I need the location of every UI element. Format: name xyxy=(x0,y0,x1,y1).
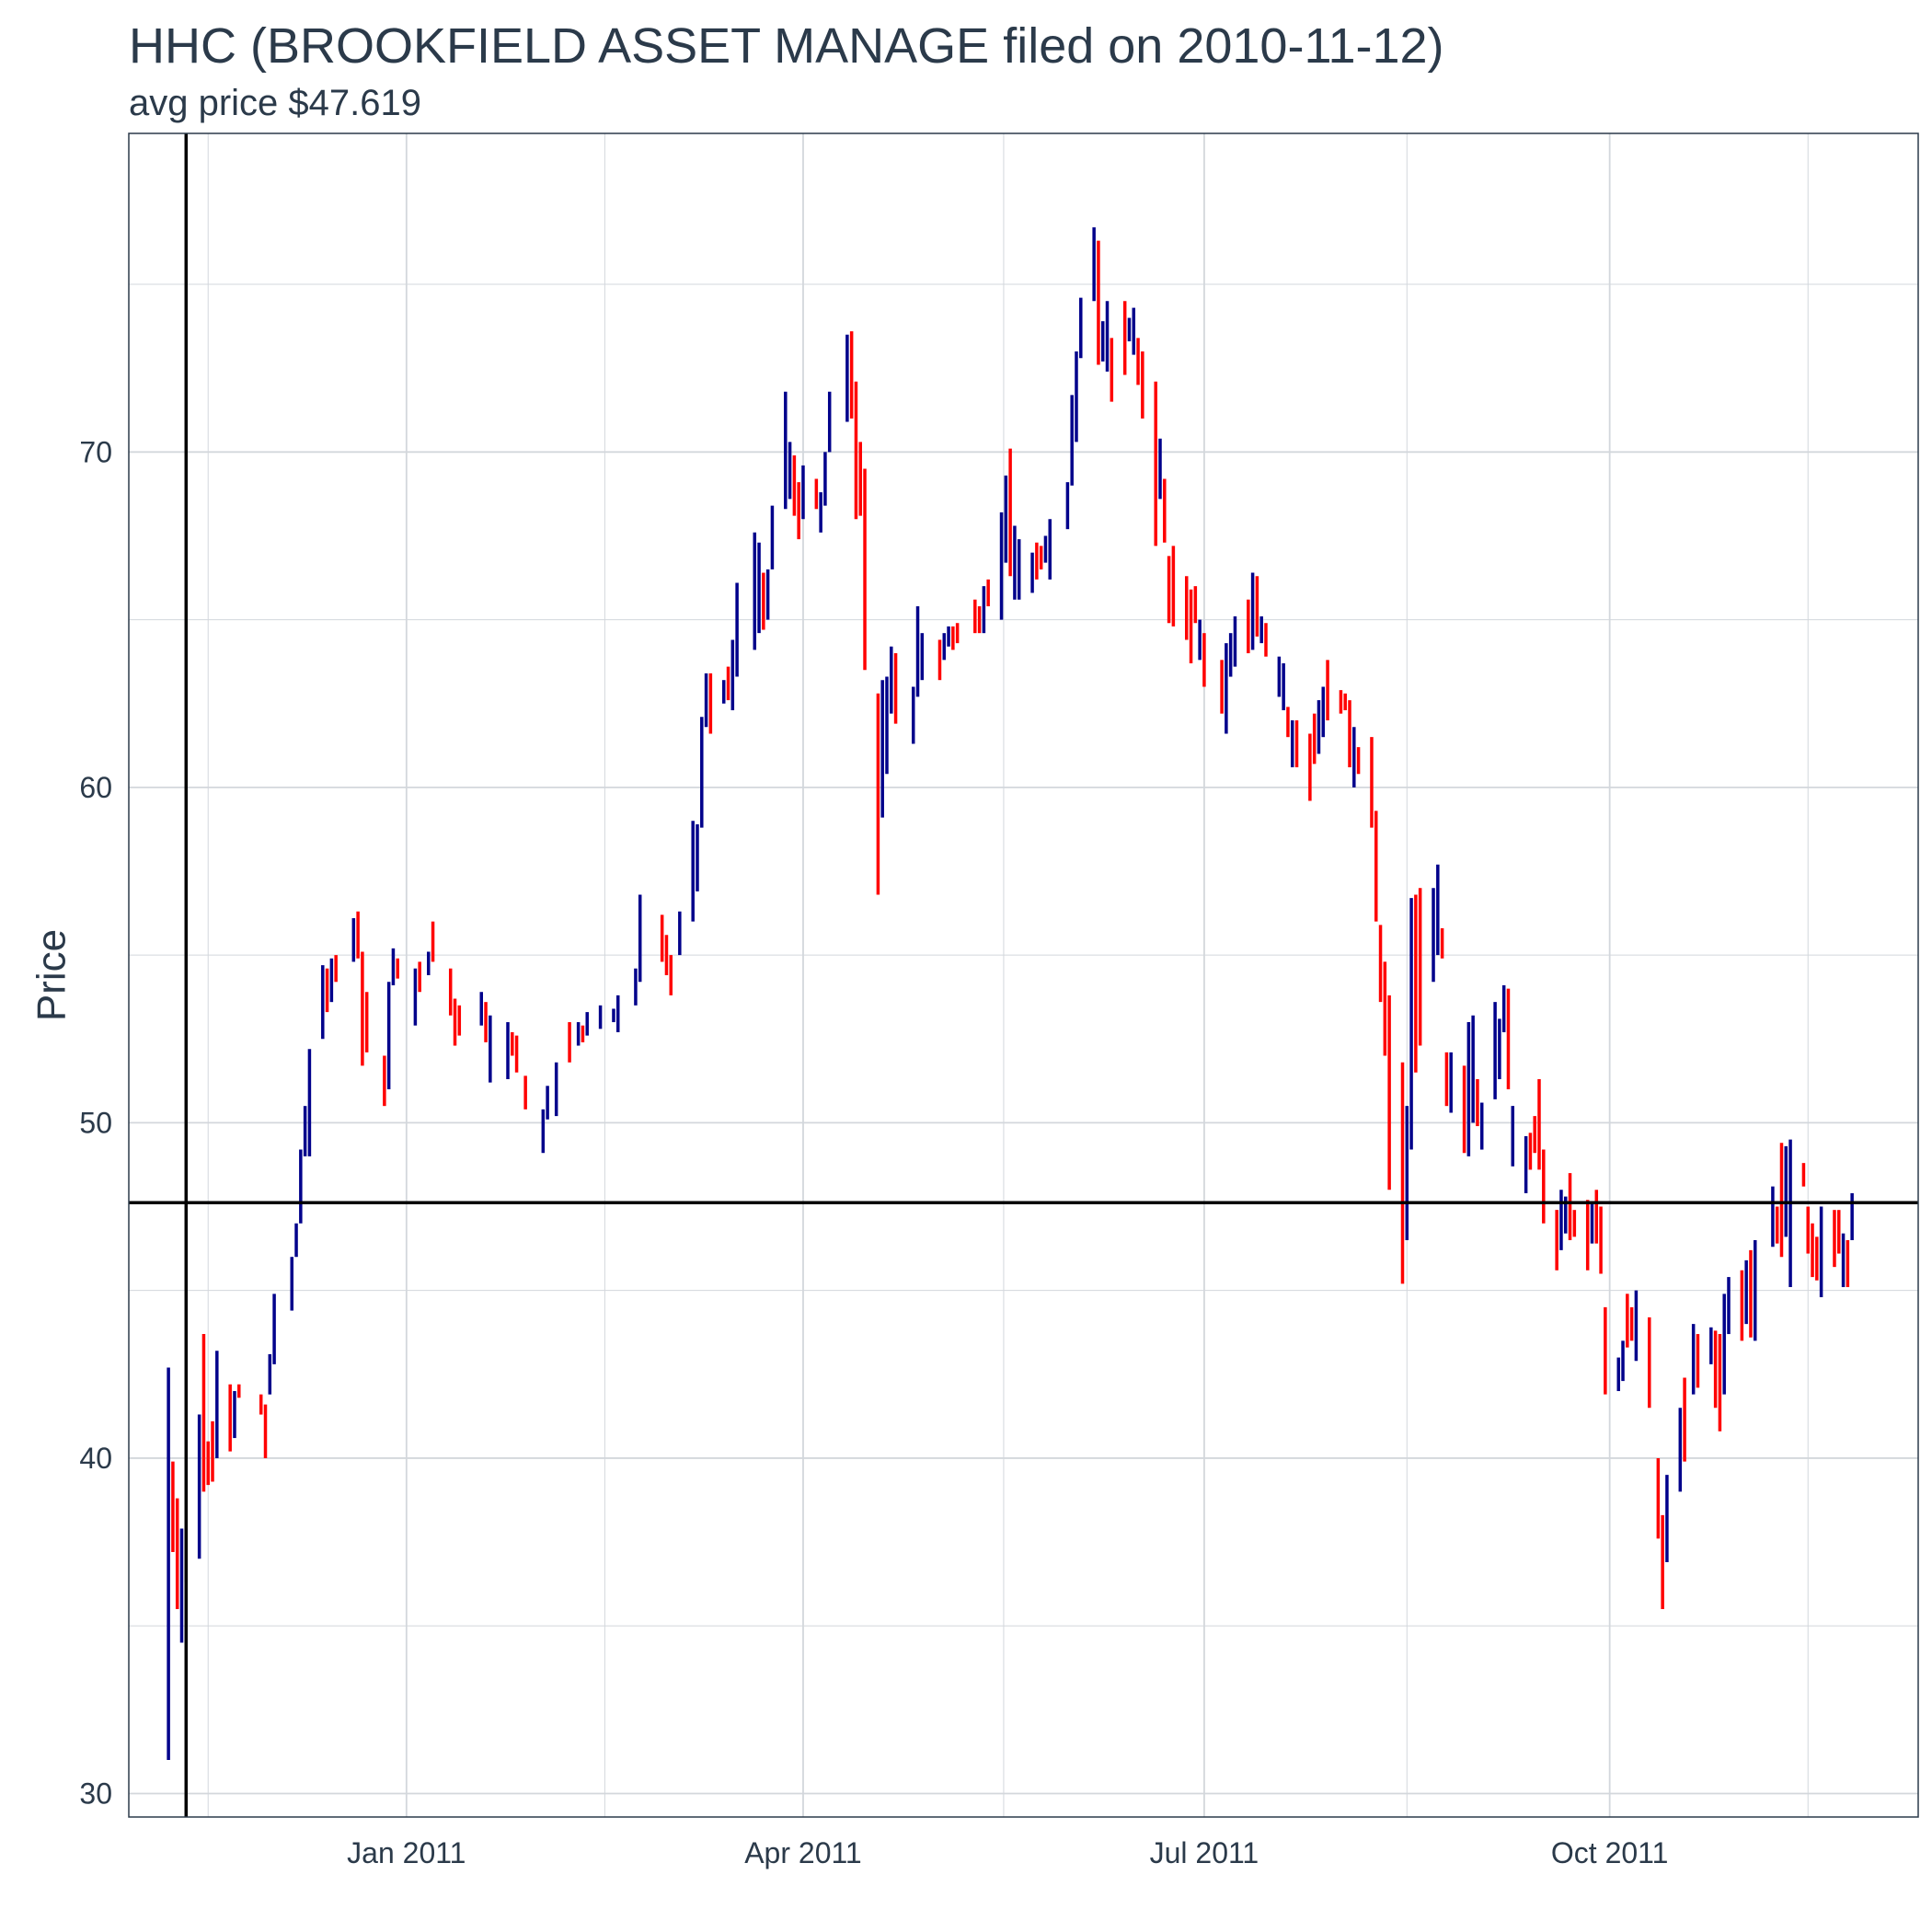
plot-panel-border xyxy=(128,132,1919,1818)
x-tick-label: Jul 2011 xyxy=(1150,1836,1259,1869)
y-tick-label: 30 xyxy=(79,1777,112,1810)
chart-subtitle: avg price $47.619 xyxy=(129,83,421,123)
y-axis-ticks: 30 40 50 60 70 xyxy=(79,435,112,1810)
y-tick-label: 50 xyxy=(79,1106,112,1139)
reference-lines xyxy=(129,133,1918,1817)
y-axis-title: Price xyxy=(29,929,74,1021)
price-bars xyxy=(167,227,1854,1761)
y-tick-label: 60 xyxy=(79,771,112,804)
x-tick-label: Apr 2011 xyxy=(744,1836,862,1869)
grid-lines xyxy=(129,133,1918,1817)
y-tick-label: 70 xyxy=(79,435,112,468)
x-tick-label: Jan 2011 xyxy=(347,1836,466,1869)
chart-title: HHC (BROOKFIELD ASSET MANAGE filed on 20… xyxy=(129,18,1444,74)
y-tick-label: 40 xyxy=(79,1442,112,1475)
x-axis-ticks: Jan 2011 Apr 2011 Jul 2011 Oct 2011 xyxy=(347,1836,1668,1869)
x-tick-label: Oct 2011 xyxy=(1551,1836,1668,1869)
